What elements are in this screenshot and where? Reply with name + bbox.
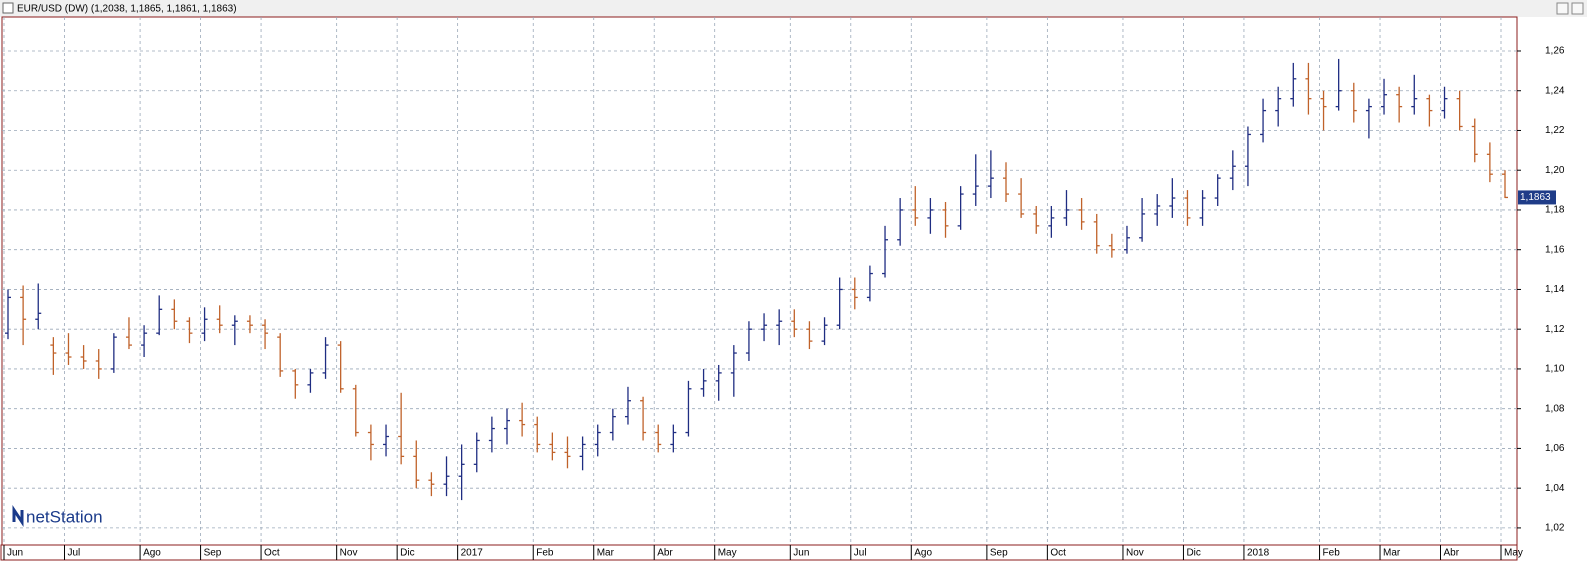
x-tick-label: Ago (914, 548, 932, 559)
x-tick-label: Oct (264, 548, 280, 559)
x-tick-label: Nov (1126, 548, 1144, 559)
minimize-button[interactable] (1556, 2, 1569, 15)
y-tick-label: 1,10 (1545, 364, 1565, 375)
y-tick-label: 1,24 (1545, 85, 1565, 96)
y-tick-label: 1,22 (1545, 125, 1565, 136)
x-tick-label: Jun (793, 548, 809, 559)
chart-title: EUR/USD (DW) (1,2038, 1,1865, 1,1861, 1,… (17, 4, 237, 15)
x-tick-label: Feb (1323, 548, 1341, 559)
y-tick-label: 1,16 (1545, 244, 1565, 255)
bars (5, 58, 1508, 501)
x-tick-label: Ago (143, 548, 161, 559)
x-tick-label: Abr (657, 548, 673, 559)
x-tick-label: Oct (1050, 548, 1066, 559)
window-icon (2, 2, 14, 14)
y-tick-label: 1,20 (1545, 165, 1565, 176)
logo: netStation (26, 507, 103, 526)
x-tick-label: Sep (990, 548, 1008, 559)
last-price-label: 1,1863 (1520, 192, 1551, 203)
x-tick-label: Jul (854, 548, 867, 559)
x-tick-label: 2018 (1247, 548, 1270, 559)
x-tick-label: 2017 (461, 548, 484, 559)
x-tick-label: May (1504, 548, 1523, 559)
x-tick-label: May (718, 548, 737, 559)
y-tick-label: 1,04 (1545, 483, 1565, 494)
x-tick-label: Nov (340, 548, 358, 559)
y-tick-label: 1,08 (1545, 403, 1565, 414)
x-tick-label: Feb (536, 548, 554, 559)
y-tick-label: 1,12 (1545, 324, 1565, 335)
y-tick-label: 1,14 (1545, 284, 1565, 295)
x-axis-area (0, 544, 1518, 561)
title-bar (0, 0, 1587, 17)
x-tick-label: Dic (400, 548, 414, 559)
x-tick-label: Jun (7, 548, 23, 559)
grid (2, 17, 1517, 545)
y-tick-label: 1,02 (1545, 523, 1565, 534)
x-tick-label: Abr (1444, 548, 1460, 559)
last-price-box (1518, 190, 1556, 205)
x-tick-label: Dic (1186, 548, 1200, 559)
y-tick-label: 1,06 (1545, 443, 1565, 454)
y-tick-label: 1,26 (1545, 46, 1565, 57)
plot-area (1, 16, 1518, 546)
y-tick-label: 1,18 (1545, 205, 1565, 216)
x-tick-label: Mar (1383, 548, 1401, 559)
close-button[interactable] (1571, 2, 1584, 15)
x-tick-label: Sep (204, 548, 222, 559)
x-tick-label: Mar (597, 548, 615, 559)
x-tick-label: Jul (67, 548, 80, 559)
logo-icon (12, 505, 24, 527)
